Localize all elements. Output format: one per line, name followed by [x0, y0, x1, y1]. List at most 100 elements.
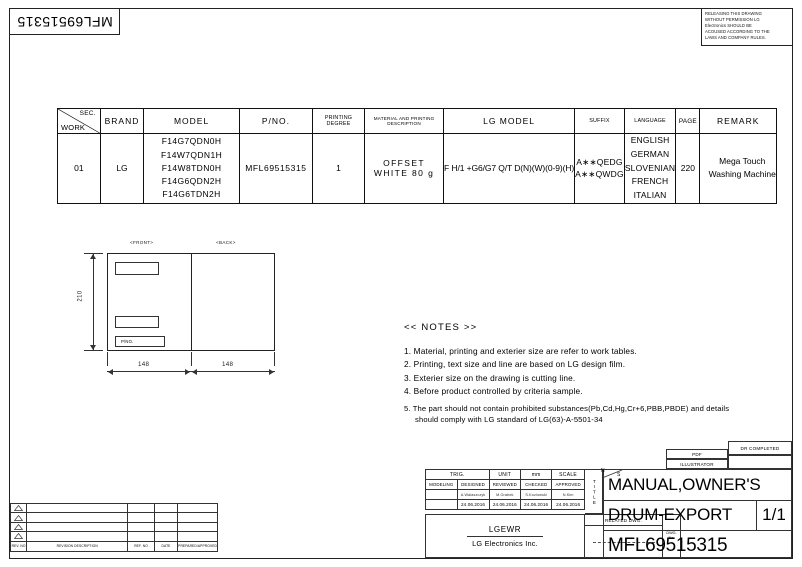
- maker-company: LG Electronics Inc.: [472, 538, 538, 548]
- model-item: F14W7QDN1H: [160, 149, 223, 160]
- output-format-boxes: PDF ILLUSTRATOR DR COMPLETED: [666, 441, 792, 469]
- cell-brand: LG: [99, 133, 145, 204]
- trig-label: TRIG.: [425, 469, 490, 480]
- part-number-tab-label: MFL69515315: [16, 13, 113, 30]
- triangle-icon: [14, 523, 24, 530]
- header-printing-degree: PRINTING DEGREE: [311, 108, 366, 134]
- language-item: ENGLISH: [630, 135, 670, 145]
- date-reviewed: 24.06.2016: [488, 499, 522, 510]
- maker-underline: [467, 535, 543, 537]
- arrow-head-icon: [185, 368, 190, 375]
- title-row-3: MFL69515315: [604, 531, 791, 561]
- arrow-head-icon: [90, 345, 96, 350]
- note-item-5-line2: should comply with LG standard of LG(63)…: [415, 415, 603, 425]
- title-label-text: TITLE: [591, 478, 597, 505]
- note-item-5: 5. The part should not contain prohibite…: [404, 403, 784, 426]
- dimension-width-right-value: 148: [222, 361, 234, 368]
- col-designed: DESIGNED: [456, 479, 490, 490]
- trig-row: TRIG. UNIT mm SCALE: [425, 469, 585, 480]
- arrow-head-icon: [108, 368, 113, 375]
- panel-pno-box: P/NO.: [115, 336, 165, 347]
- revision-description: [26, 502, 129, 514]
- header-sec-label: SEC.: [79, 110, 96, 117]
- revision-header-ref-no: REF. NO: [127, 540, 155, 552]
- dr-completed-value: [728, 455, 792, 469]
- panel-text-box-top: [115, 262, 159, 275]
- date-checked: 24.06.2016: [520, 499, 553, 510]
- revision-date: [153, 502, 179, 514]
- dwg-no-label-line2: No.: [668, 536, 675, 540]
- cell-material-desc: OFFSET WHITE 80 g: [364, 133, 445, 204]
- approval-date-row: 24.06.2016 24.06.2016 24.06.2016 24.06.2…: [425, 499, 585, 510]
- dwg-no-label-line1: DWG.: [666, 531, 677, 536]
- revision-prepared: [177, 502, 218, 514]
- model-item: F14G7QDN0H: [161, 136, 222, 147]
- dimension-line: [93, 253, 94, 351]
- revision-header-prepared: PREPARED/APPROVED: [177, 540, 218, 552]
- dimension-width-left-value: 148: [138, 361, 150, 368]
- note-item: 1. Material, printing and exterier size …: [404, 346, 637, 356]
- extension-line: [107, 352, 108, 366]
- arrow-head-icon: [90, 254, 96, 259]
- revision-row: [9, 531, 218, 542]
- panel-text-box-middle: [115, 316, 159, 328]
- related-dwg-value: [585, 526, 662, 559]
- arrow-head-icon: [269, 368, 274, 375]
- name-checked: S.Kozlowski: [520, 489, 553, 500]
- title-row-2: DRUM-EXPORT 1/1: [604, 500, 791, 532]
- panel-group: P/NO.: [107, 253, 275, 351]
- language-item: GERMAN: [630, 148, 670, 159]
- cover-panel: P/NO.: [107, 253, 275, 351]
- disclaimer-line-5: LAWS AND COMPANY RULES.: [705, 34, 766, 40]
- front-panel-label: <FRONT>: [130, 240, 154, 245]
- cell-work: 01: [57, 133, 101, 204]
- revision-table: REV. NO REVISION DESCRIPTION REF. NO DAT…: [9, 502, 218, 552]
- cell-printing-degree: 1: [311, 133, 366, 204]
- dr-completed-label: DR COMPLETED: [728, 441, 792, 455]
- header-language: LANGUAGE: [623, 108, 677, 134]
- model-item: F14W8TDN0H: [161, 162, 222, 173]
- disclaimer-line-3: Electronics SHOULD BE: [705, 22, 752, 28]
- remark-line: Mega Touch: [719, 155, 766, 166]
- dashed-line: [592, 542, 655, 543]
- revision-description: [26, 512, 129, 523]
- cell-remark: Mega Touch Washing Machine: [699, 133, 777, 204]
- revision-ref-no: [127, 502, 155, 514]
- header-remark: REMARK: [699, 108, 777, 134]
- notes-section: << NOTES >> 1. Material, printing and ex…: [404, 322, 784, 426]
- revision-header-row: REV. NO REVISION DESCRIPTION REF. NO DAT…: [9, 540, 218, 552]
- revision-prepared: [177, 512, 218, 523]
- suffix-item: A∗∗QWDG: [575, 169, 624, 180]
- revision-date: [153, 512, 179, 523]
- disclaimer-line-1: RELEASING THIS DRAWING: [705, 11, 762, 16]
- maker-name: LGEWR: [488, 524, 522, 534]
- unit-label: UNIT: [488, 469, 522, 480]
- panel-pno-label: P/NO.: [121, 339, 134, 344]
- revision-marker: [9, 502, 28, 514]
- approval-header-row: MODELING DESIGNED REVIEWED CHECKED APPRO…: [425, 479, 585, 490]
- header-pno: P/NO.: [238, 108, 314, 134]
- revision-header-rev-no: REV. NO: [9, 540, 28, 552]
- triangle-icon: [14, 533, 24, 540]
- revision-ref-no: [127, 512, 155, 523]
- revision-row: [9, 512, 218, 523]
- disclaimer-line-4: ACOUSED ACCORDING TO THE: [705, 28, 770, 34]
- approval-table: TRIG. UNIT mm SCALE MODELING DESIGNED RE…: [425, 469, 585, 510]
- dimension-height: 210: [78, 253, 106, 351]
- dimension-line: [191, 371, 275, 372]
- title-line-2: DRUM-EXPORT: [608, 505, 733, 525]
- part-number-tab: MFL69515315: [10, 9, 120, 35]
- revision-header-description: REVISION DESCRIPTION: [26, 540, 129, 552]
- triangle-icon: [14, 505, 24, 512]
- back-panel-label: <BACK>: [216, 240, 236, 245]
- col-modeling: MODELING: [425, 479, 458, 490]
- revision-marker: [9, 531, 28, 542]
- header-brand: BRAND: [99, 108, 145, 134]
- illustrator-box: ILLUSTRATOR: [666, 459, 728, 469]
- pdf-box: PDF: [666, 449, 728, 459]
- date-modeling: [425, 499, 458, 510]
- approval-name-row: A.Walaszczyk M.Grabek S.Kozlowski N.Kim: [425, 489, 585, 500]
- name-reviewed: M.Grabek: [488, 489, 522, 500]
- title-block: TRIG. UNIT mm SCALE MODELING DESIGNED RE…: [425, 469, 792, 558]
